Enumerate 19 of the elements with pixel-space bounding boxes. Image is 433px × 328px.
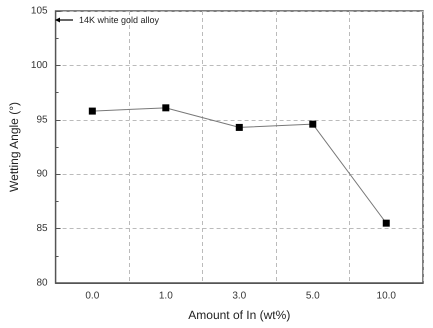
y-tick-label: 100 [30, 60, 48, 71]
point [162, 104, 170, 112]
y-tick-label: 90 [36, 168, 48, 180]
x-tick-label: 10.0 [376, 290, 396, 302]
y-axis-title: Wetting Angle (°) [7, 102, 21, 192]
x-tick-label: 1.0 [158, 290, 174, 302]
point [382, 220, 390, 227]
point [236, 124, 243, 131]
x-tick-label: 5.0 [306, 290, 320, 302]
y-tick-label: 95 [36, 114, 48, 126]
x-tick-label: 0.0 [85, 290, 100, 302]
y-tick-label: 85 [36, 223, 48, 234]
x-axis-title: Amount of In (wt%) [188, 308, 290, 322]
annotation: 14K white gold alloy [79, 15, 160, 25]
y-tick-label: 80 [36, 278, 48, 288]
point [88, 108, 96, 115]
y-tick-label: 105 [30, 6, 48, 16]
x-tick-label: 3.0 [232, 290, 247, 302]
point [309, 120, 316, 128]
